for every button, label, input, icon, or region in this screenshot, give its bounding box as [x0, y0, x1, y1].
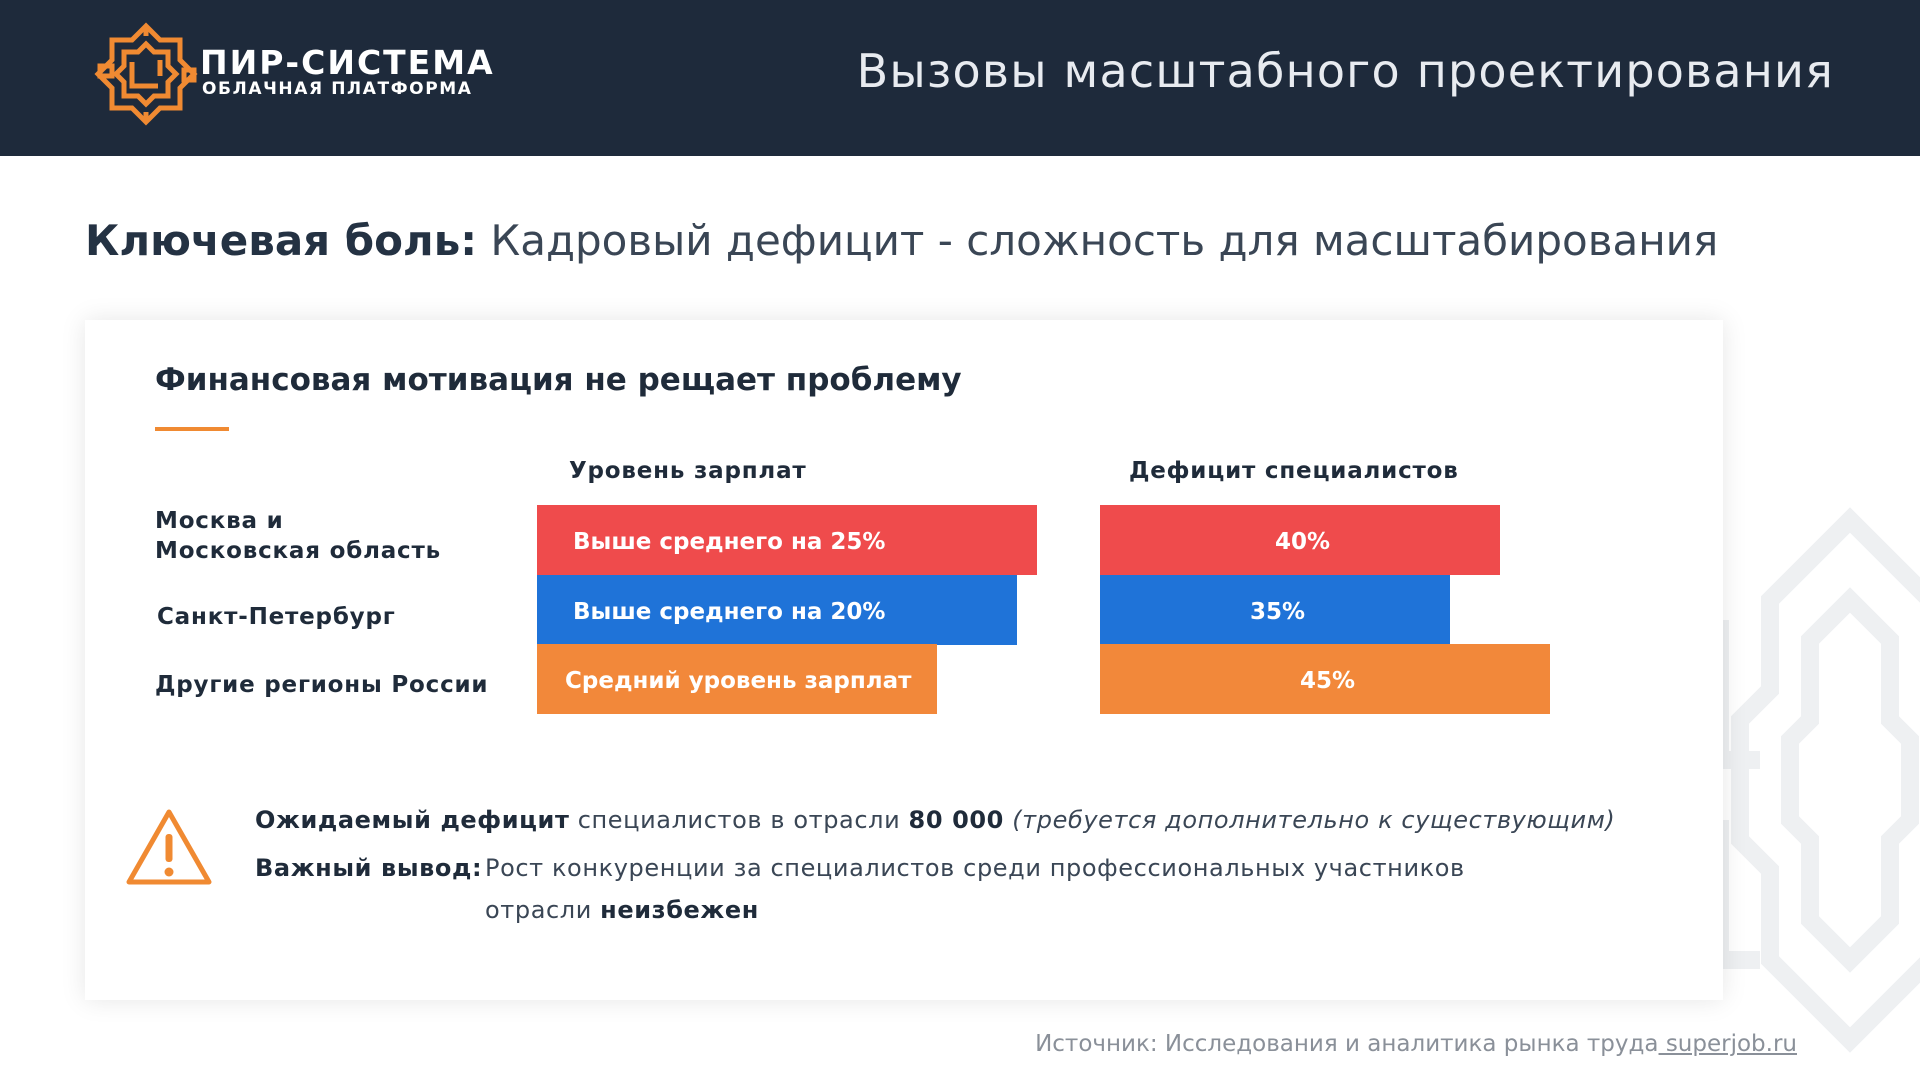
page-title: Ключевая боль: Кадровый дефицит - сложно… — [85, 220, 1718, 262]
info-deficit-bold: Ожидаемый дефицит — [255, 806, 570, 834]
row-label-other: Другие регионы России — [155, 672, 489, 698]
salary-bar-label-2: Средний уровень зарплат — [565, 668, 912, 694]
info-conclusion-label: Важный вывод: — [255, 854, 482, 882]
title-accent-line — [155, 427, 229, 431]
deficit-bar-1 — [1100, 575, 1450, 645]
deficit-bar-0 — [1100, 505, 1500, 575]
source-link[interactable]: superjob.ru — [1658, 1031, 1797, 1057]
salary-bar-0 — [537, 505, 1037, 575]
info-deficit-line: Ожидаемый дефицит специалистов в отрасли… — [255, 806, 1615, 834]
info-conclusion-line2: отрасли неизбежен — [485, 896, 759, 924]
salary-bar-label-0: Выше среднего на 25% — [573, 529, 885, 555]
page-title-lead: Ключевая боль: — [85, 216, 478, 265]
salary-bar-1 — [537, 575, 1017, 645]
info-conclusion-line2-bold: неизбежен — [600, 896, 759, 924]
salary-bar-label-1: Выше среднего на 20% — [573, 599, 885, 625]
source-prefix: Источник: Исследования и аналитика рынка… — [1035, 1031, 1659, 1057]
column-header-deficit: Дефицит специалистов — [1129, 458, 1459, 484]
bar-charts: Выше среднего на 25% Выше среднего на 20%… — [537, 505, 1550, 714]
deficit-bar-2 — [1100, 644, 1550, 714]
salary-bar-2 — [537, 644, 937, 714]
logo-title: ПИР-СИСТЕМА — [200, 43, 495, 82]
page-title-rest: Кадровый дефицит - сложность для масштаб… — [477, 216, 1719, 265]
card-title: Финансовая мотивация не рещает проблему — [155, 362, 962, 398]
logo-icon — [94, 22, 198, 126]
header-title: Вызовы масштабного проектирования — [856, 44, 1834, 98]
header-bar: ПИР-СИСТЕМА ОБЛАЧНАЯ ПЛАТФОРМА Вызовы ма… — [0, 0, 1920, 156]
deficit-bar-label-1: 35% — [1250, 599, 1305, 625]
info-conclusion-bold: Важный вывод: — [255, 854, 483, 882]
warning-icon — [126, 809, 212, 885]
deficit-bar-label-2: 45% — [1300, 668, 1355, 694]
row-label-moscow-line1: Москва и — [155, 508, 284, 534]
watermark-ornament — [1711, 507, 1920, 1053]
row-label-moscow: Москва и Московская область — [155, 506, 441, 566]
info-card: Финансовая мотивация не рещает проблему … — [85, 320, 1723, 1000]
source-note: Источник: Исследования и аналитика рынка… — [1035, 1031, 1797, 1057]
column-header-salary: Уровень зарплат — [569, 458, 807, 484]
info-deficit-number: 80 000 — [908, 806, 1004, 834]
deficit-bar-label-0: 40% — [1275, 529, 1330, 555]
info-deficit-text: специалистов в отрасли — [569, 806, 909, 834]
row-label-moscow-line2: Московская область — [155, 538, 441, 564]
info-conclusion-line2-text: отрасли — [485, 896, 601, 924]
info-conclusion-text: Рост конкуренции за специалистов среди п… — [485, 854, 1465, 882]
info-deficit-note: (требуется дополнительно к существующим) — [1003, 806, 1616, 834]
row-label-spb: Санкт-Петербург — [157, 604, 396, 630]
logo-subtitle: ОБЛАЧНАЯ ПЛАТФОРМА — [202, 79, 473, 99]
